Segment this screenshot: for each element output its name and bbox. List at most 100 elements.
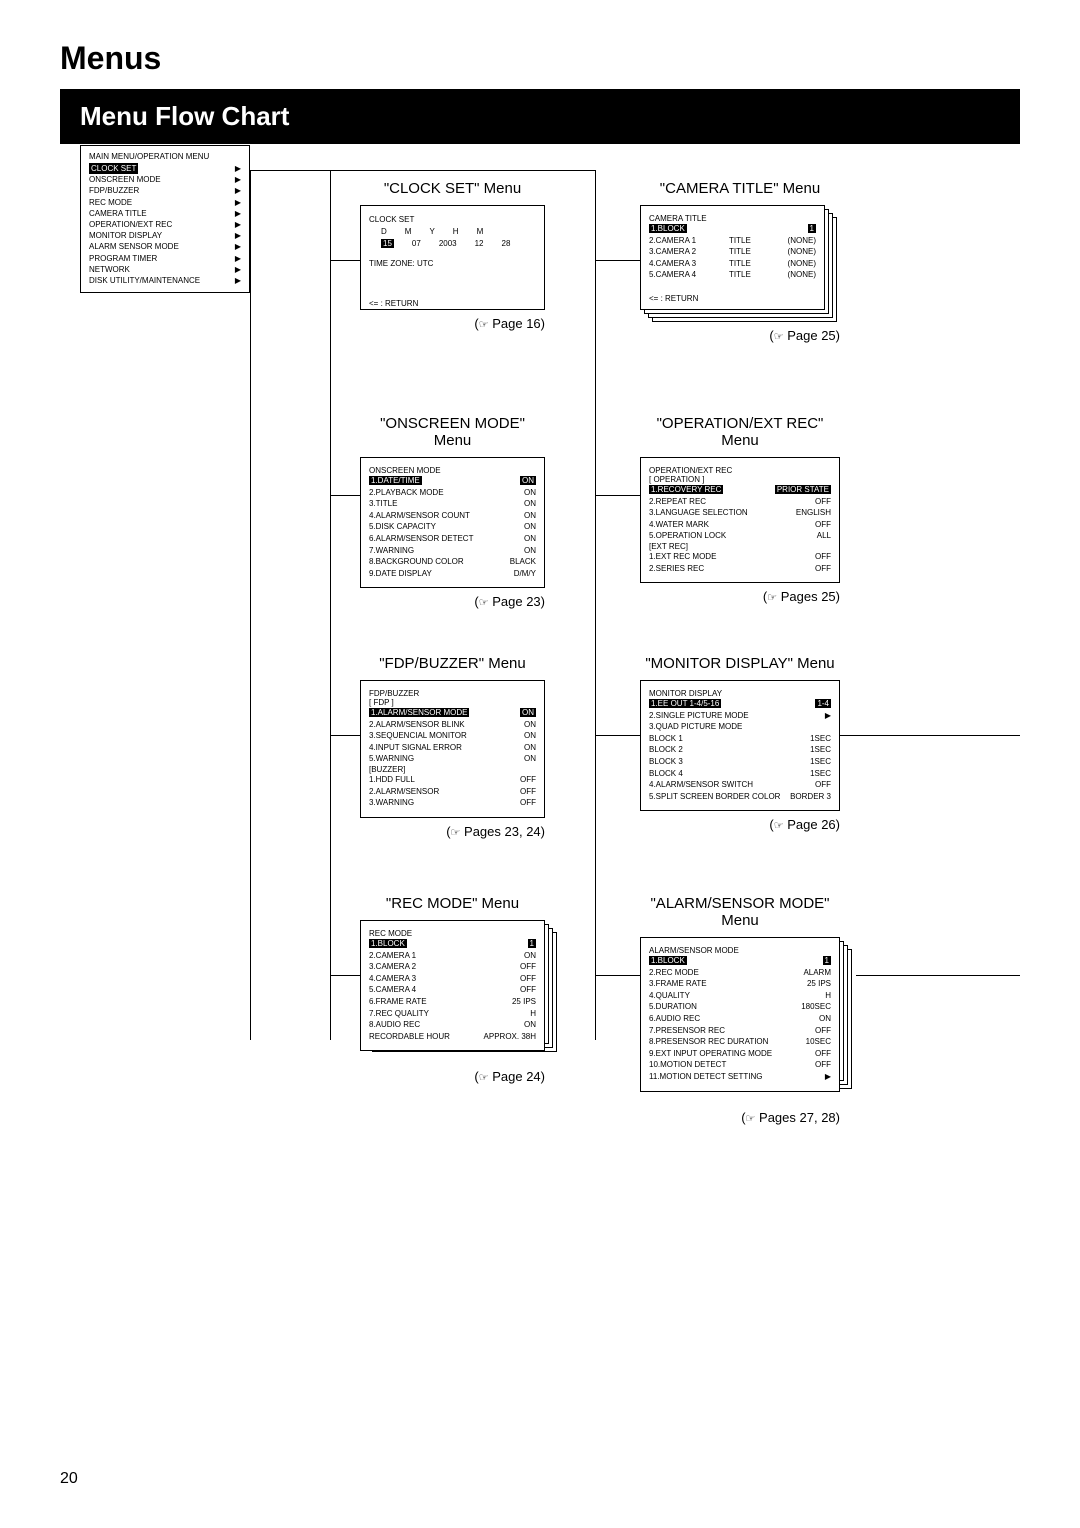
menu-row: 1.EXT REC MODEOFF xyxy=(649,551,831,563)
menu-row: 7.WARNINGON xyxy=(369,545,536,557)
menu-row: 2.PLAYBACK MODEON xyxy=(369,487,536,499)
menu-row: 3.QUAD PICTURE MODE xyxy=(649,721,831,733)
clock-timezone: TIME ZONE: UTC xyxy=(369,258,536,270)
monitor-pageref: (☞ Page 26) xyxy=(640,817,840,832)
connector-clock xyxy=(330,260,360,261)
menu-row: 2.SERIES RECOFF xyxy=(649,563,831,575)
main-menu-item: CLOCK SET▶ xyxy=(89,163,241,174)
menu-row: 3.CAMERA 2TITLE(NONE) xyxy=(649,246,816,258)
fdp-section1: [ FDP ] xyxy=(369,698,536,707)
menu-row: BLOCK 21SEC xyxy=(649,744,831,756)
menu-row: 2.SINGLE PICTURE MODE▶ xyxy=(649,710,831,722)
fdp-buzzer-title: "FDP/BUZZER" Menu xyxy=(360,655,545,672)
main-menu-item: ALARM SENSOR MODE▶ xyxy=(89,241,241,252)
onscreen-mode-title: "ONSCREEN MODE" Menu xyxy=(360,415,545,449)
page: Menus Menu Flow Chart Menu Screen MAIN M… xyxy=(0,0,1080,1528)
rec-mode-heading: REC MODE xyxy=(369,929,536,938)
menu-row: 9.DATE DISPLAYD/M/Y xyxy=(369,568,536,580)
operation-pageref: (☞ Pages 25) xyxy=(640,589,840,604)
menu-row: 1.DATE/TIMEON xyxy=(369,475,536,487)
main-menu-box: MAIN MENU/OPERATION MENU CLOCK SET▶ONSCR… xyxy=(80,145,250,293)
menu-row: 3.SEQUENCIAL MONITORON xyxy=(369,730,536,742)
menu-row: 4.CAMERA 3OFF xyxy=(369,973,536,985)
clock-return: <= : RETURN xyxy=(369,298,536,310)
clock-set-heading: CLOCK SET xyxy=(369,214,536,226)
menu-row: 2.ALARM/SENSOR BLINKON xyxy=(369,719,536,731)
fdp-buzzer-block: "FDP/BUZZER" Menu FDP/BUZZER [ FDP ] 1.A… xyxy=(360,655,545,839)
menu-row: 1.ALARM/SENSOR MODEON xyxy=(369,707,536,719)
main-menu-item: FDP/BUZZER▶ xyxy=(89,185,241,196)
menu-screen-label: Menu Screen xyxy=(120,164,1020,181)
fdp-buzzer-heading: FDP/BUZZER xyxy=(369,689,536,698)
rec-mode-title: "REC MODE" Menu xyxy=(360,895,545,912)
main-menu-item: DISK UTILITY/MAINTENANCE▶ xyxy=(89,275,241,286)
clock-set-title: "CLOCK SET" Menu xyxy=(360,180,545,197)
menu-row: 1.BLOCK1 xyxy=(649,223,816,235)
menu-row: 3.LANGUAGE SELECTIONENGLISH xyxy=(649,507,831,519)
connector-alarm-out xyxy=(856,975,1020,976)
connector-monitor xyxy=(595,735,640,736)
menu-row: 6.ALARM/SENSOR DETECTON xyxy=(369,533,536,545)
connector-onscreen xyxy=(330,495,360,496)
menu-row: 1.EE OUT 1-4/5-161-4 xyxy=(649,698,831,710)
menu-row: 5.CAMERA 4TITLE(NONE) xyxy=(649,269,816,281)
menu-row: 1.RECOVERY RECPRIOR STATE xyxy=(649,484,831,496)
menu-row: 7.REC QUALITYH xyxy=(369,1008,536,1020)
menu-row: 10.MOTION DETECTOFF xyxy=(649,1059,831,1071)
operation-ext-box: OPERATION/EXT REC [ OPERATION ] 1.RECOVE… xyxy=(640,457,840,583)
clock-set-box: CLOCK SET DMYHM 150720031228 TIME ZONE: … xyxy=(360,205,545,310)
camera-title-pageref: (☞ Page 25) xyxy=(640,328,840,343)
camera-title-title: "CAMERA TITLE" Menu xyxy=(640,180,840,197)
menu-row: 8.PRESENSOR REC DURATION10SEC xyxy=(649,1036,831,1048)
alarm-pageref: (☞ Pages 27, 28) xyxy=(640,1110,840,1125)
connector-v1 xyxy=(250,170,251,1040)
connector-camera xyxy=(595,260,640,261)
menu-row: 5.OPERATION LOCKALL xyxy=(649,530,831,542)
clock-set-pageref: (☞ Page 16) xyxy=(360,316,545,331)
onscreen-mode-heading: ONSCREEN MODE xyxy=(369,466,536,475)
clock-headers: DMYHM xyxy=(381,226,536,238)
main-menu-item: NETWORK▶ xyxy=(89,264,241,275)
main-menu-item: OPERATION/EXT REC▶ xyxy=(89,219,241,230)
operation-ext-title: "OPERATION/EXT REC" Menu xyxy=(640,415,840,449)
menu-row: 5.DURATION180SEC xyxy=(649,1001,831,1013)
camera-title-heading: CAMERA TITLE xyxy=(649,214,816,223)
menu-row: 4.INPUT SIGNAL ERRORON xyxy=(369,742,536,754)
main-menu-item: ONSCREEN MODE▶ xyxy=(89,174,241,185)
camera-title-box: CAMERA TITLE 1.BLOCK12.CAMERA 1TITLE(NON… xyxy=(640,205,825,310)
menu-row: BLOCK 41SEC xyxy=(649,768,831,780)
menu-row: 1.BLOCK1 xyxy=(369,938,536,950)
menu-row: 6.FRAME RATE25 IPS xyxy=(369,996,536,1008)
menu-row: BLOCK 11SEC xyxy=(649,733,831,745)
operation-section1: [ OPERATION ] xyxy=(649,475,831,484)
menu-row: 6.AUDIO RECON xyxy=(649,1013,831,1025)
menu-row: 3.TITLEON xyxy=(369,498,536,510)
operation-section2: [EXT REC] xyxy=(649,542,831,551)
main-menu-item: PROGRAM TIMER▶ xyxy=(89,253,241,264)
menu-row: 7.PRESENSOR RECOFF xyxy=(649,1025,831,1037)
connector-v3 xyxy=(595,170,596,1040)
camera-title-block: "CAMERA TITLE" Menu CAMERA TITLE 1.BLOCK… xyxy=(640,180,840,343)
menu-row: 5.DISK CAPACITYON xyxy=(369,521,536,533)
rec-mode-block: "REC MODE" Menu REC MODE 1.BLOCK12.CAMER… xyxy=(360,895,545,1084)
menu-row: 2.REPEAT RECOFF xyxy=(649,496,831,508)
alarm-sensor-title: "ALARM/SENSOR MODE" Menu xyxy=(640,895,840,929)
main-menu-heading: MAIN MENU/OPERATION MENU xyxy=(89,152,241,161)
onscreen-pageref: (☞ Page 23) xyxy=(360,594,545,609)
connector-fdp xyxy=(330,735,360,736)
main-menu-item: REC MODE▶ xyxy=(89,197,241,208)
alarm-sensor-heading: ALARM/SENSOR MODE xyxy=(649,946,831,955)
main-menu-item: CAMERA TITLE▶ xyxy=(89,208,241,219)
connector-monitor-out xyxy=(840,735,1020,736)
menu-row: 1.BLOCK1 xyxy=(649,955,831,967)
menu-row: 2.ALARM/SENSOROFF xyxy=(369,786,536,798)
menu-row: 5.WARNINGON xyxy=(369,753,536,765)
rec-mode-box: REC MODE 1.BLOCK12.CAMERA 1ON3.CAMERA 2O… xyxy=(360,920,545,1051)
monitor-display-heading: MONITOR DISPLAY xyxy=(649,689,831,698)
alarm-sensor-block: "ALARM/SENSOR MODE" Menu ALARM/SENSOR MO… xyxy=(640,895,840,1125)
menu-row: 4.ALARM/SENSOR SWITCHOFF xyxy=(649,779,831,791)
onscreen-mode-block: "ONSCREEN MODE" Menu ONSCREEN MODE 1.DAT… xyxy=(360,415,545,609)
fdp-section2: [BUZZER] xyxy=(369,765,536,774)
rec-pageref: (☞ Page 24) xyxy=(360,1069,545,1084)
main-menu-item: MONITOR DISPLAY▶ xyxy=(89,230,241,241)
